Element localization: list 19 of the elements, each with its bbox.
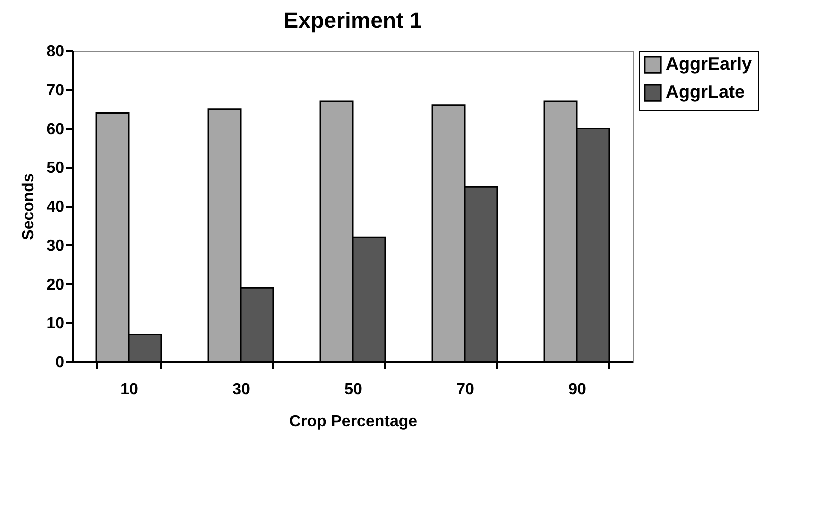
y-axis-title: Seconds: [20, 174, 38, 240]
y-tick-label: 50: [46, 160, 65, 178]
x-tick-label: 30: [232, 382, 250, 398]
x-tick-label: 70: [456, 382, 474, 398]
legend-label: AggrLate: [666, 82, 746, 102]
y-tick-label: 60: [46, 121, 65, 138]
y-tick-label: 10: [46, 316, 65, 333]
y-tick-label: 30: [46, 238, 65, 255]
x-axis-title: Crop Percentage: [289, 414, 418, 430]
x-tick-label: 10: [120, 382, 138, 398]
y-tick-label: 40: [46, 199, 65, 216]
x-tick-label: 90: [568, 382, 586, 398]
y-tick-label: 80: [46, 44, 65, 60]
y-tick-label: 70: [46, 82, 65, 100]
y-tick-label: 20: [46, 276, 65, 294]
chart-title: Experiment 1: [284, 8, 422, 33]
x-tick-label: 50: [344, 382, 362, 398]
y-tick-label: 0: [56, 354, 65, 372]
legend-label: AggrEarly: [666, 54, 752, 74]
